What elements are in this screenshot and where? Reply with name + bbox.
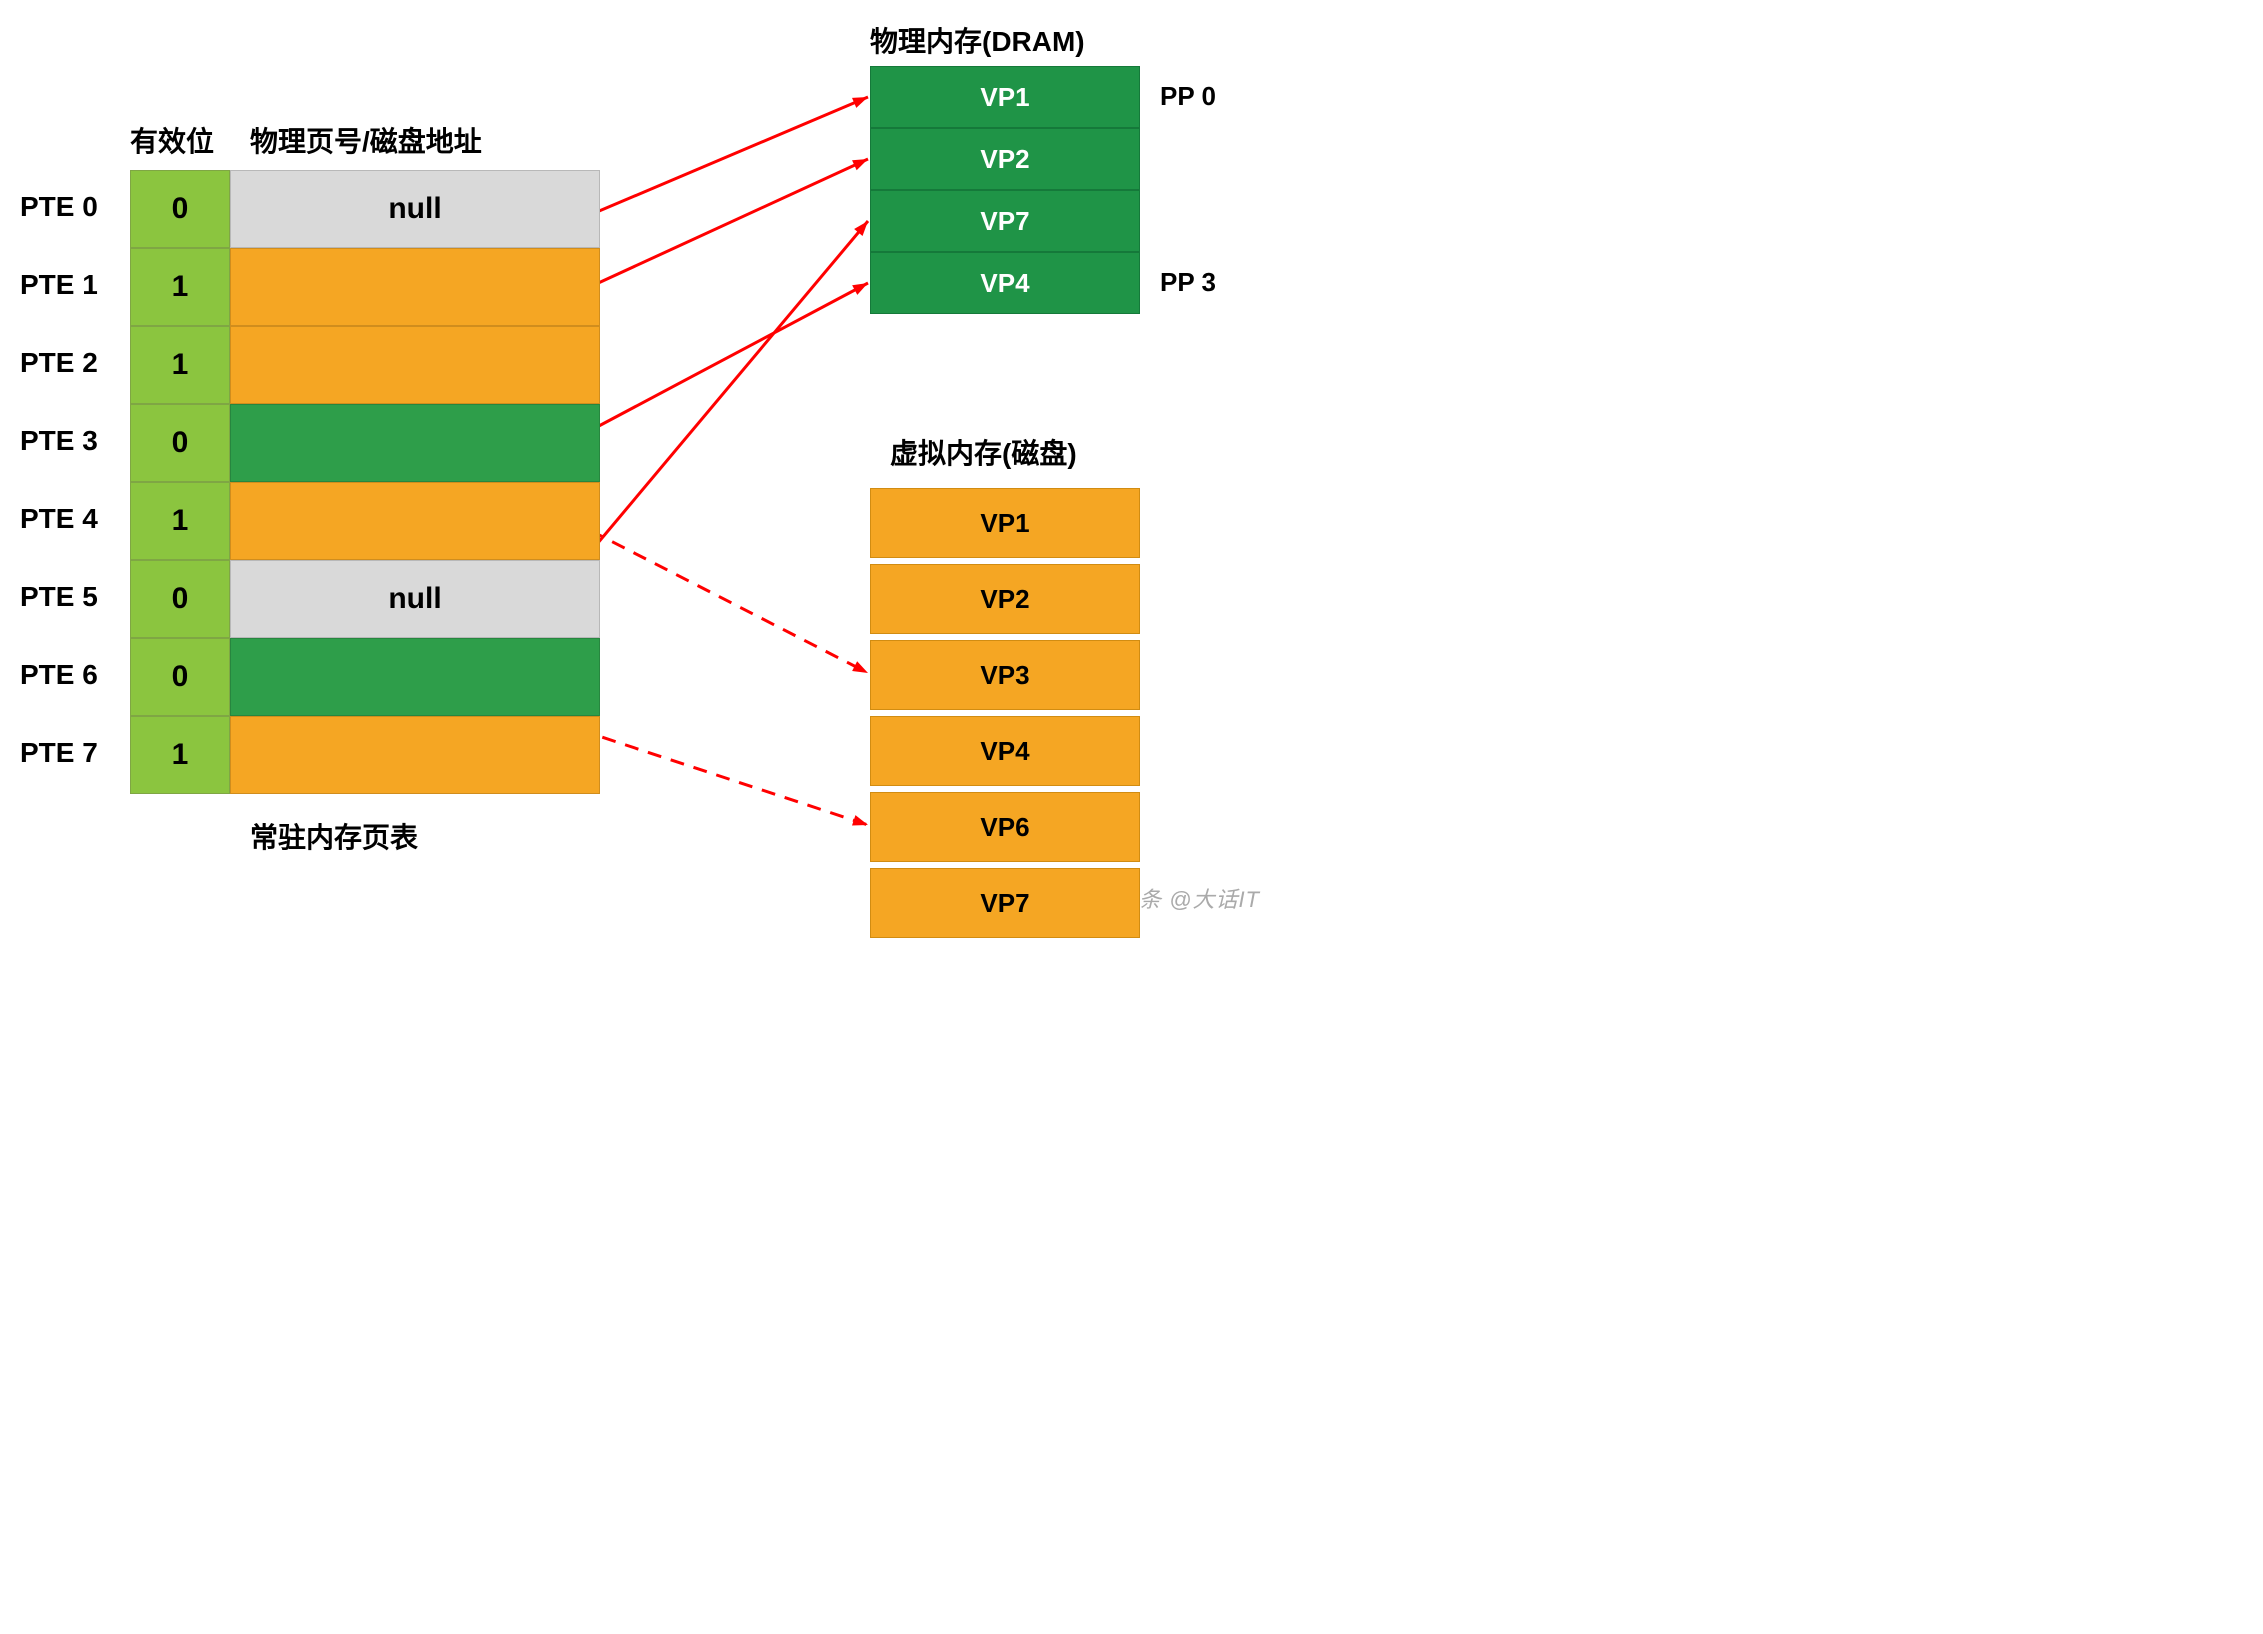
disk-cell: VP3 bbox=[870, 640, 1140, 710]
pte-addr-cell bbox=[230, 716, 600, 794]
pte-valid-cell: 1 bbox=[130, 716, 230, 794]
arrow-head bbox=[852, 661, 868, 673]
pte-addr-cell bbox=[230, 326, 600, 404]
disk-cell: VP1 bbox=[870, 488, 1140, 558]
pte-row-label: PTE 1 bbox=[20, 269, 98, 301]
pte-addr-cell: null bbox=[230, 170, 600, 248]
dram-title: 物理内存(DRAM) bbox=[870, 20, 1085, 60]
pte-row-label: PTE 4 bbox=[20, 503, 98, 535]
dram-cell: VP2 bbox=[870, 128, 1140, 190]
footer-label: 常驻内存页表 bbox=[250, 816, 418, 856]
pte-addr-cell bbox=[230, 638, 600, 716]
disk-cell: VP2 bbox=[870, 564, 1140, 634]
pte-row-label: PTE 3 bbox=[20, 425, 98, 457]
disk-cell: VP6 bbox=[870, 792, 1140, 862]
pte-addr-cell bbox=[230, 482, 600, 560]
disk-cell: VP4 bbox=[870, 716, 1140, 786]
pte-valid-cell: 0 bbox=[130, 560, 230, 638]
arrow-head bbox=[852, 159, 868, 170]
dram-side-label: PP 3 bbox=[1160, 267, 1216, 298]
pte-row-label: PTE 0 bbox=[20, 191, 98, 223]
pte-valid-cell: 0 bbox=[130, 638, 230, 716]
disk-cell: VP7 bbox=[870, 868, 1140, 938]
pte-valid-cell: 0 bbox=[130, 404, 230, 482]
pte-addr-cell: null bbox=[230, 560, 600, 638]
pte-addr-cell bbox=[230, 248, 600, 326]
pte-row-label: PTE 7 bbox=[20, 737, 98, 769]
dram-side-label: PP 0 bbox=[1160, 81, 1216, 112]
arrow-head bbox=[852, 97, 868, 108]
pte-valid-cell: 0 bbox=[130, 170, 230, 248]
pte-valid-cell: 1 bbox=[130, 326, 230, 404]
pte-addr-cell bbox=[230, 404, 600, 482]
dram-cell: VP1 bbox=[870, 66, 1140, 128]
arrow-head bbox=[852, 815, 868, 825]
dram-cell: VP4 bbox=[870, 252, 1140, 314]
header-addr: 物理页号/磁盘地址 bbox=[250, 120, 482, 160]
dram-cell: VP7 bbox=[870, 190, 1140, 252]
header-valid: 有效位 bbox=[130, 120, 214, 160]
arrow-head bbox=[852, 283, 868, 295]
pte-row-label: PTE 2 bbox=[20, 347, 98, 379]
arrow-head bbox=[854, 221, 868, 236]
disk-title: 虚拟内存(磁盘) bbox=[890, 432, 1077, 472]
pte-row-label: PTE 6 bbox=[20, 659, 98, 691]
pte-valid-cell: 1 bbox=[130, 482, 230, 560]
pte-valid-cell: 1 bbox=[130, 248, 230, 326]
pte-row-label: PTE 5 bbox=[20, 581, 98, 613]
